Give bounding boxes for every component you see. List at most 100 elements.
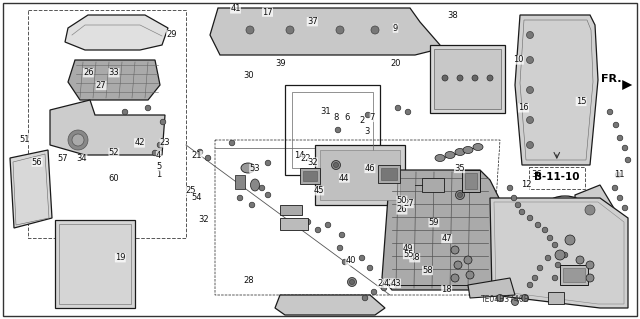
Circle shape [466,271,474,279]
Text: 47: 47 [442,234,452,243]
Circle shape [487,75,493,81]
Text: 48: 48 [410,253,420,262]
Text: 54: 54 [192,193,202,202]
Bar [28,10,186,238]
Bar [285,85,380,175]
Text: 12: 12 [521,180,531,189]
Circle shape [622,145,628,151]
Circle shape [348,278,356,286]
Polygon shape [210,8,440,55]
Text: 26: 26 [397,205,407,214]
Bar [320,150,400,200]
Text: 15: 15 [576,97,586,106]
Circle shape [336,26,344,34]
Bar [378,165,400,183]
Circle shape [497,294,504,301]
Circle shape [265,160,271,166]
Circle shape [527,282,532,288]
Text: 1: 1 [156,170,161,179]
Circle shape [145,105,151,111]
Circle shape [265,192,271,198]
Text: 50: 50 [397,196,407,205]
Circle shape [339,232,345,238]
Bar [548,292,564,304]
Text: TE04B3740B: TE04B3740B [481,295,530,304]
Text: 49: 49 [403,244,413,253]
Text: 59: 59 [429,218,439,227]
Circle shape [259,185,265,191]
Polygon shape [68,60,160,100]
Text: 26: 26 [83,68,93,77]
Ellipse shape [547,196,582,214]
Text: 45: 45 [314,186,324,195]
Ellipse shape [435,154,445,161]
Circle shape [337,245,343,251]
Bar [280,205,302,215]
Text: 39: 39 [275,59,285,68]
Polygon shape [490,198,628,308]
Circle shape [451,246,459,254]
Text: 2: 2 [359,116,364,125]
Circle shape [532,275,538,281]
Bar [280,218,308,230]
Circle shape [547,235,553,241]
Circle shape [371,289,377,295]
Text: 36: 36 [531,170,541,179]
Text: 44: 44 [339,174,349,182]
Text: 30: 30 [243,71,253,80]
Text: 7: 7 [370,113,375,122]
Text: 35: 35 [454,164,465,173]
Bar [315,145,405,205]
Circle shape [555,250,565,260]
Circle shape [511,195,517,201]
Bar [300,168,320,184]
Text: 22: 22 [301,154,311,163]
Circle shape [456,190,465,199]
Circle shape [527,32,534,39]
Circle shape [552,242,558,248]
Circle shape [362,165,368,171]
Circle shape [464,256,472,264]
Circle shape [315,227,321,233]
Bar [381,168,397,180]
Circle shape [556,262,561,268]
Circle shape [542,227,548,233]
Text: 31: 31 [320,107,330,115]
Text: 27: 27 [96,81,106,90]
Text: 53: 53 [250,164,260,173]
Text: 11: 11 [614,170,625,179]
Circle shape [519,209,525,215]
Circle shape [457,75,463,81]
Bar [235,175,245,189]
Bar [430,45,505,113]
Bar [462,170,480,192]
Circle shape [249,202,255,208]
Circle shape [472,75,478,81]
Circle shape [229,140,235,146]
Circle shape [405,109,411,115]
Polygon shape [65,15,168,50]
Circle shape [362,295,368,301]
Text: 60: 60 [109,174,119,182]
Text: 24: 24 [378,279,388,288]
Polygon shape [10,150,52,228]
Polygon shape [50,100,165,155]
Text: 34: 34 [77,154,87,163]
Text: 6: 6 [345,113,350,122]
Ellipse shape [250,179,259,191]
Circle shape [625,157,631,163]
Bar [59,224,131,304]
Text: 21: 21 [192,151,202,160]
Circle shape [152,150,158,156]
Circle shape [333,162,339,167]
Circle shape [325,222,331,228]
Text: 32: 32 [198,215,209,224]
Circle shape [197,149,203,155]
Ellipse shape [241,163,255,173]
Text: 4: 4 [156,151,161,160]
Text: 3: 3 [365,127,370,136]
Text: 16: 16 [518,103,529,112]
Circle shape [617,195,623,201]
Text: 29: 29 [166,30,177,39]
Polygon shape [575,185,615,225]
